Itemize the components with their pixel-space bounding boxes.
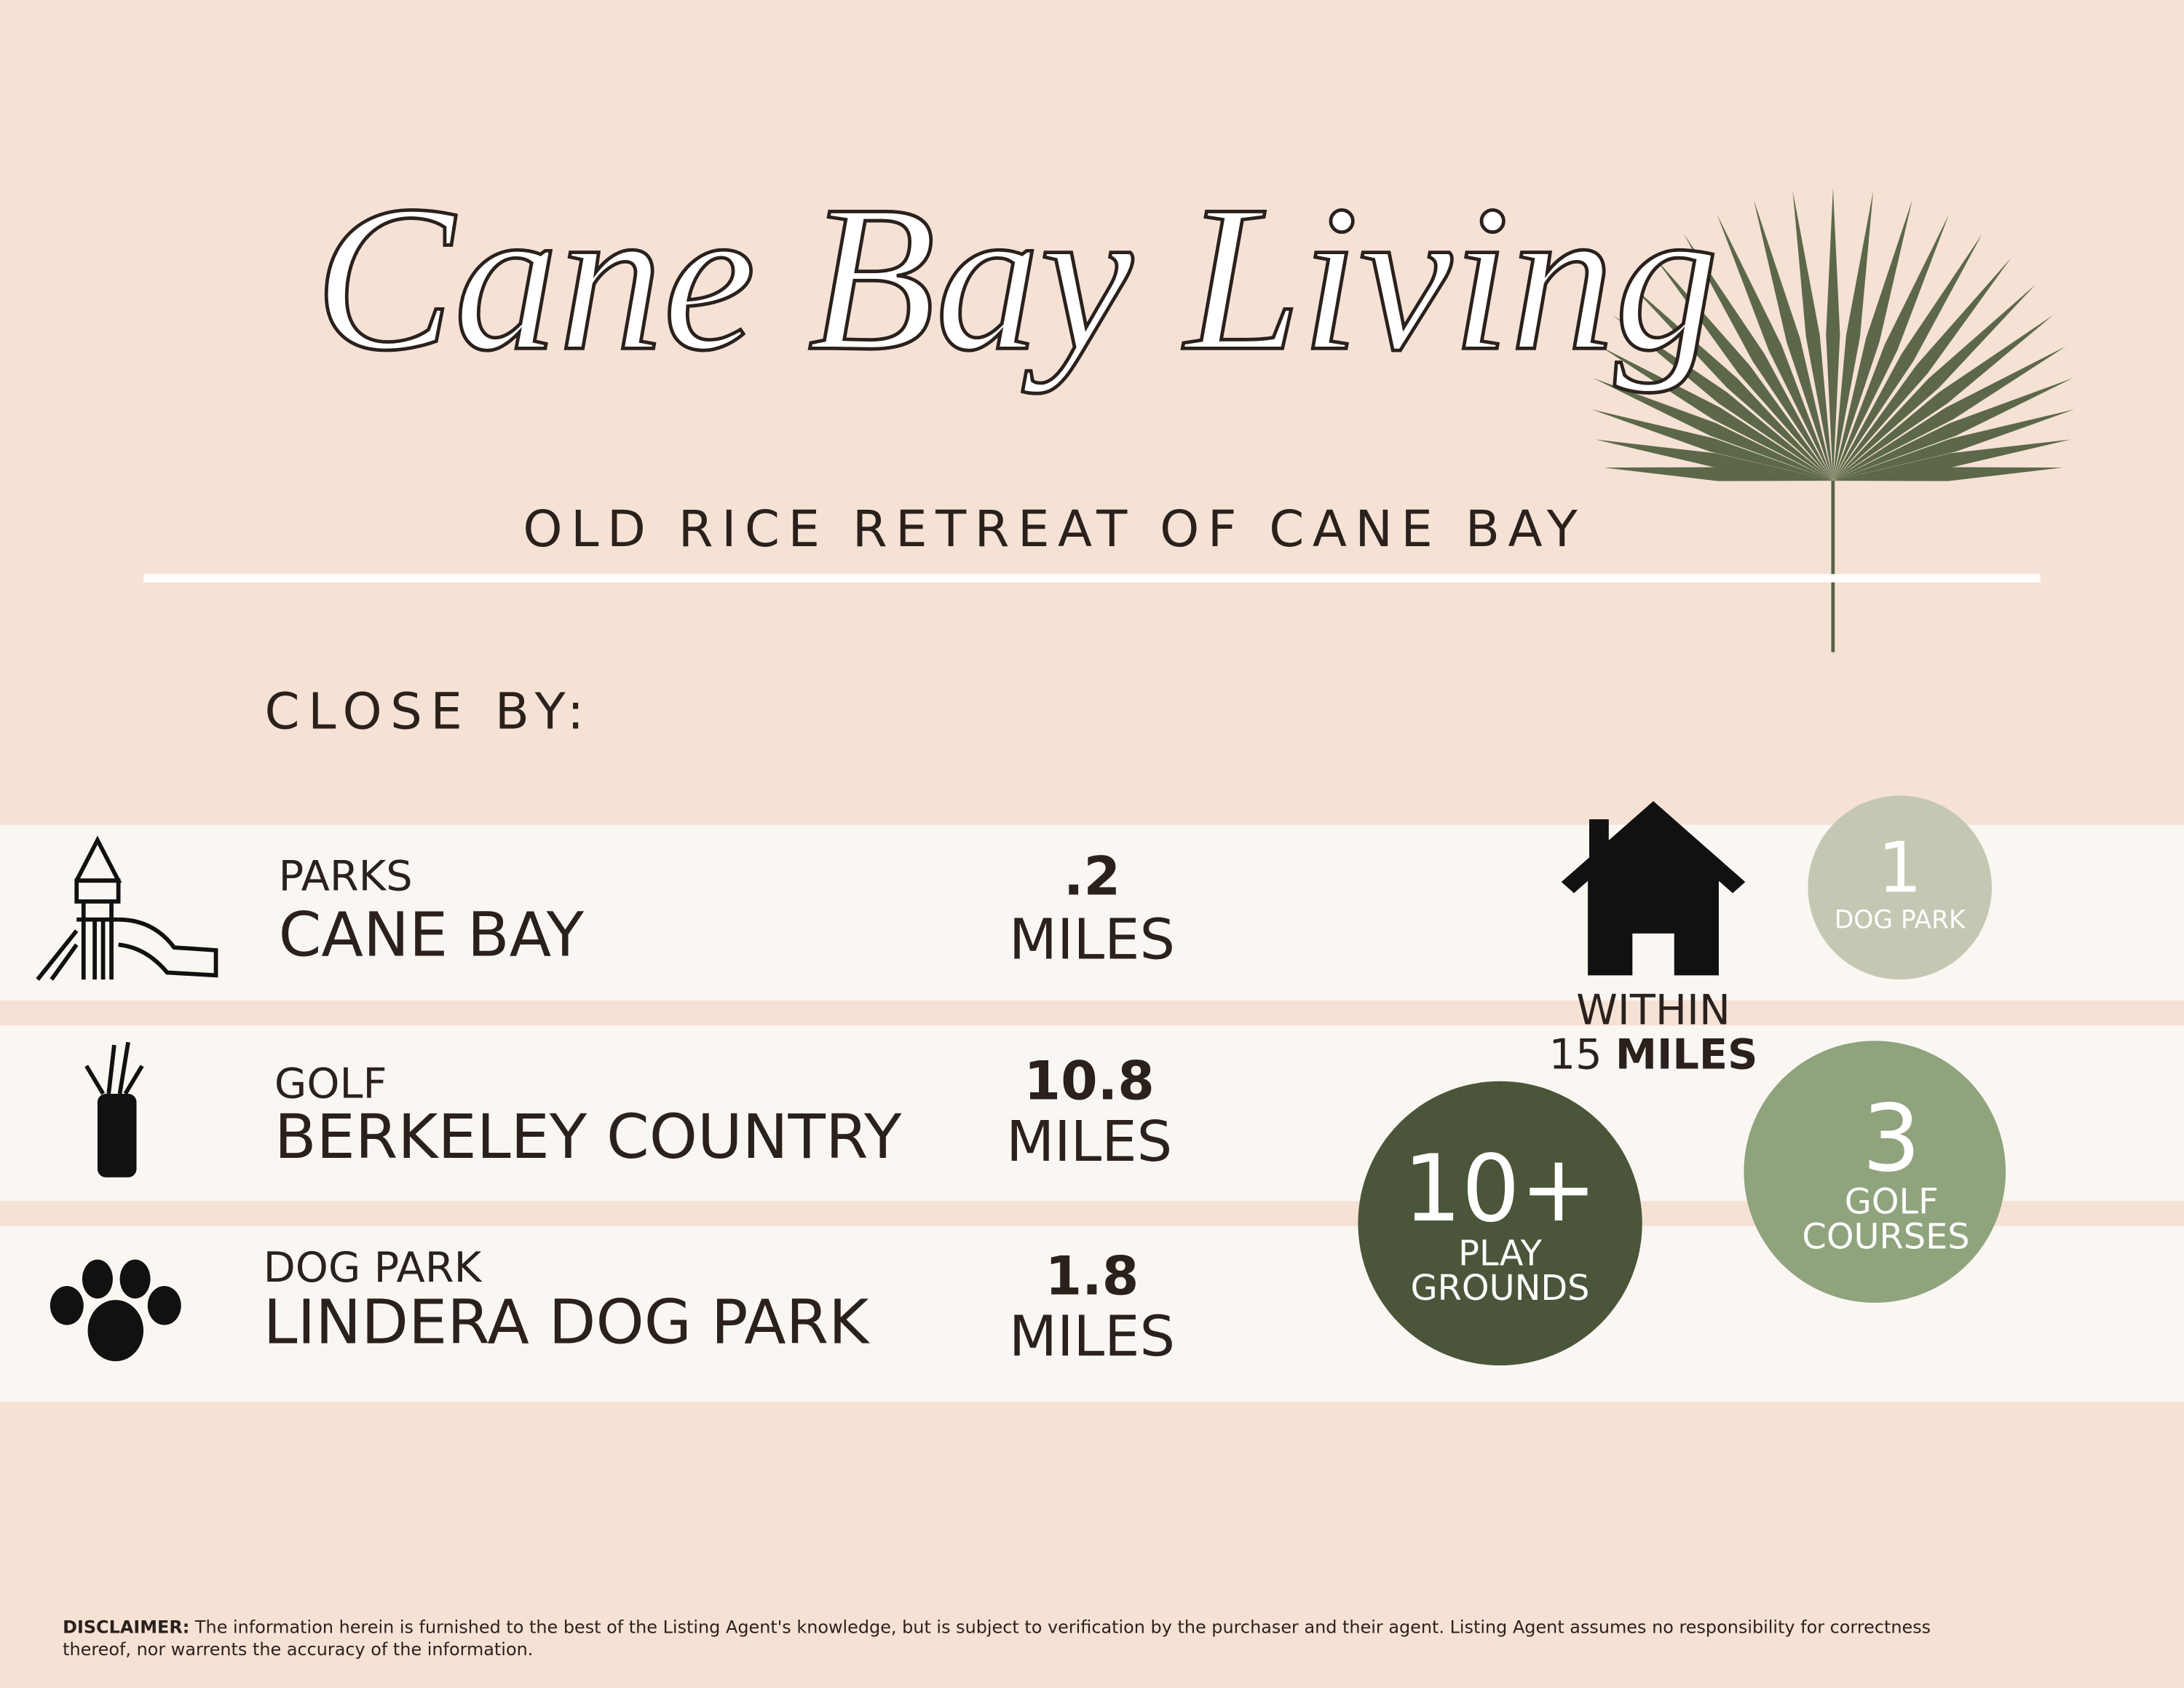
palm-part (1717, 214, 1833, 481)
golf-bag-icon (84, 1041, 144, 1178)
row-distance: 1.8 (1045, 1246, 1139, 1307)
disclaimer: DISCLAIMER: The information herein is fu… (63, 1617, 1931, 1637)
subtitle: OLD RICE RETREAT OF CANE BAY (523, 500, 1586, 559)
stat-number: 10+ (1403, 1135, 1597, 1242)
stat-circle (1808, 795, 1992, 980)
palm-part (1591, 409, 1833, 481)
palm-part (1832, 234, 1982, 481)
section-title: CLOSE BY: (265, 683, 593, 741)
stat-label: GOLF (1845, 1182, 1939, 1222)
stat-circle (1358, 1081, 1642, 1366)
palm-leaf (1591, 188, 2075, 652)
row-unit: MILES (1009, 907, 1175, 972)
palm-part (1655, 258, 1833, 481)
row-category: GOLF (274, 1060, 387, 1108)
row-name: BERKELEY COUNTRY (274, 1101, 902, 1172)
palm-part (1832, 378, 2073, 481)
house-icon (1561, 801, 1746, 976)
row-category: PARKS (279, 852, 413, 901)
row-unit: MILES (1006, 1110, 1172, 1175)
stat-label: DOG PARK (1835, 905, 1966, 934)
disclaimer-label: DISCLAIMER: (63, 1617, 189, 1637)
palm-part (1832, 409, 2075, 481)
stat-label: PLAY (1458, 1234, 1543, 1274)
stat-number: 1 (1878, 827, 1922, 909)
stat-label: COURSES (1802, 1217, 1969, 1257)
palm-part (1595, 439, 1833, 481)
stat-number: 3 (1862, 1085, 1920, 1192)
palm-part (1593, 378, 1833, 481)
title: Cane Bay Living (314, 162, 1719, 394)
palm-part (1600, 346, 1833, 481)
row-unit: MILES (1009, 1305, 1175, 1370)
palm-part (1832, 214, 1950, 481)
row-distance: .2 (1064, 846, 1120, 907)
palm-part (1832, 346, 2066, 481)
row-distance: 10.8 (1024, 1052, 1155, 1113)
palm-part (1832, 191, 1874, 481)
palm-part (1684, 234, 1833, 481)
playground-icon (36, 835, 218, 981)
palm-part (1792, 191, 1833, 481)
palm-part (1832, 285, 2035, 481)
palm-part (1832, 315, 2054, 481)
within-unit: MILES (1615, 1030, 1758, 1079)
disclaimer-text: The information herein is furnished to t… (194, 1617, 1931, 1637)
palm-part (1832, 200, 1912, 481)
within-label: WITHIN (1576, 985, 1730, 1034)
divider (143, 574, 2041, 583)
row-category: DOG PARK (264, 1243, 483, 1292)
stat-circle (1744, 1041, 2006, 1303)
disclaimer-text: thereof, nor warrents the accuracy of th… (63, 1639, 533, 1660)
paw-icon (50, 1259, 181, 1362)
palm-part (1832, 258, 2011, 481)
palm-part (1832, 439, 2071, 481)
within-number: 15 (1549, 1030, 1602, 1079)
palm-part (1832, 467, 2062, 481)
palm-part (1754, 200, 1833, 481)
palm-part (1603, 467, 1833, 481)
row-name: CANE BAY (279, 899, 585, 971)
within-distance: 15 MILES (1549, 1030, 1758, 1079)
stat-label: GROUNDS (1411, 1269, 1590, 1309)
palm-part (1631, 285, 1833, 481)
row-name: LINDERA DOG PARK (264, 1286, 871, 1357)
palm-part (1613, 315, 1833, 481)
